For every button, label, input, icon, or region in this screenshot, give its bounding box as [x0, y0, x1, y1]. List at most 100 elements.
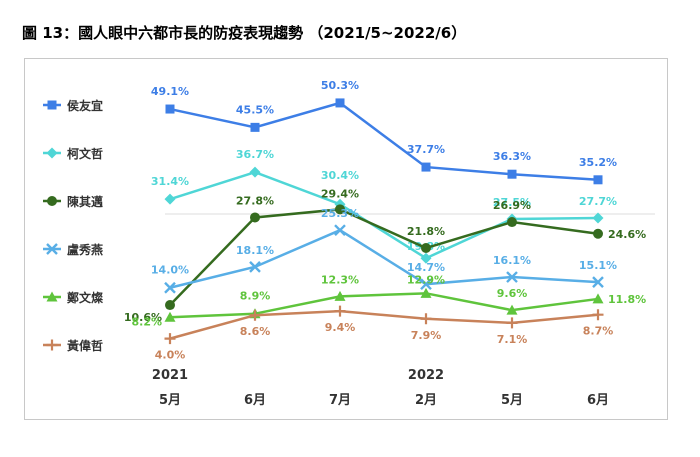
- data-label: 12.3%: [321, 273, 359, 286]
- legend-marker: [47, 100, 57, 110]
- data-point: [420, 278, 432, 291]
- series: 10.6% 27.8% 29.4% 21.8% 26.9% 24.6%: [124, 187, 646, 324]
- data-point: [592, 276, 604, 288]
- data-point: [250, 212, 260, 223]
- data-point: [164, 193, 176, 205]
- data-label: 18.1%: [236, 244, 274, 257]
- data-label: 27.5%: [493, 196, 531, 209]
- legend-item: 盧秀燕: [43, 242, 103, 257]
- data-point: [249, 309, 261, 321]
- x-tick-label: 7月: [329, 393, 351, 408]
- series-line: [169, 208, 599, 306]
- data-point: [334, 305, 346, 317]
- legend-label: 侯友宜: [67, 98, 103, 113]
- data-label: 37.7%: [407, 143, 445, 156]
- data-label: 9.6%: [497, 287, 528, 300]
- data-point: [592, 309, 604, 321]
- series-line: [169, 292, 599, 319]
- data-label: 9.4%: [325, 321, 356, 334]
- data-label: 24.6%: [608, 228, 646, 241]
- year-label: 2021: [152, 368, 188, 383]
- data-point: [249, 166, 261, 178]
- legend-label: 柯文哲: [67, 146, 103, 161]
- data-point: [506, 317, 518, 329]
- data-point: [164, 281, 176, 294]
- series-line: [169, 228, 599, 289]
- data-label: 14.0%: [151, 264, 189, 277]
- data-point: [420, 252, 432, 264]
- data-label: 8.2%: [131, 315, 162, 328]
- legend-label: 盧秀燕: [67, 242, 103, 257]
- data-label: 29.4%: [321, 187, 359, 200]
- data-point: [593, 228, 603, 239]
- data-label: 15.1%: [579, 259, 617, 272]
- data-point: [506, 271, 518, 283]
- data-label: 45.5%: [236, 103, 274, 116]
- legend-marker: [46, 339, 58, 351]
- data-label: 12.9%: [407, 273, 445, 286]
- data-point: [164, 311, 176, 322]
- x-axis: 2021 2022 5月 6月 7月 2月 5月 6月: [152, 368, 609, 408]
- legend-label: 陳其邁: [67, 194, 103, 209]
- series: 14.0% 18.1% 25.3% 14.7% 16.1% 15.1%: [151, 207, 617, 294]
- year-label: 2022: [408, 368, 444, 383]
- legend-marker: [46, 147, 58, 159]
- legend-item: 鄭文燦: [43, 290, 104, 305]
- data-label: 7.1%: [497, 333, 528, 346]
- data-label: 49.1%: [151, 85, 189, 98]
- data-point: [507, 217, 517, 228]
- data-label: 50.3%: [321, 79, 359, 92]
- x-tick-label: 6月: [244, 393, 266, 408]
- data-point: [506, 304, 518, 315]
- series: 4.0% 8.6% 9.4% 7.9% 7.1% 8.7%: [155, 305, 614, 362]
- data-label: 14.7%: [407, 261, 445, 274]
- legend-marker: [46, 291, 58, 302]
- data-label: 31.4%: [151, 175, 189, 188]
- data-point: [420, 287, 432, 298]
- data-point: [334, 290, 346, 301]
- series: 8.2% 8.9% 12.3% 12.9% 9.6% 11.8%: [131, 273, 646, 328]
- legend-label: 黃偉哲: [66, 338, 103, 353]
- data-point: [335, 98, 345, 108]
- data-label: 4.0%: [155, 349, 186, 362]
- series-line: [169, 170, 599, 260]
- data-point: [507, 169, 517, 179]
- series-line: [169, 309, 599, 340]
- legend-label: 鄭文燦: [66, 290, 104, 305]
- data-label: 26.9%: [493, 199, 531, 212]
- data-point: [250, 122, 260, 132]
- data-point: [421, 243, 431, 254]
- series: 31.4%36.7%30.4%19.8%27.5%27.7%: [151, 148, 617, 264]
- legend-item: 陳其邁: [43, 194, 103, 209]
- data-label: 16.1%: [493, 254, 531, 267]
- data-label: 21.8%: [407, 225, 445, 238]
- data-label: 35.2%: [579, 156, 617, 169]
- data-point: [593, 175, 603, 185]
- data-point: [421, 162, 431, 172]
- data-point: [335, 204, 345, 215]
- data-label: 8.9%: [240, 290, 271, 303]
- data-label: 8.7%: [583, 325, 614, 338]
- data-point: [164, 333, 176, 345]
- data-label: 27.7%: [579, 195, 617, 208]
- series-layer: 49.1% 45.5% 50.3% 37.7% 36.3% 35.2% 31.4% 36.7%…: [124, 79, 646, 362]
- x-tick-label: 6月: [587, 393, 609, 408]
- data-label: 25.3%: [321, 207, 359, 220]
- data-point: [592, 293, 604, 304]
- data-point: [165, 300, 175, 311]
- data-point: [249, 261, 261, 273]
- legend-item: 侯友宜: [43, 98, 103, 113]
- data-point: [165, 104, 175, 114]
- data-point: [592, 212, 604, 224]
- data-label: 11.8%: [608, 293, 646, 306]
- legend-item: 柯文哲: [43, 146, 103, 161]
- x-tick-label: 2月: [415, 393, 437, 408]
- data-label: 27.8%: [236, 194, 274, 207]
- data-label: 7.9%: [411, 329, 442, 342]
- data-point: [334, 224, 346, 237]
- chart-frame: 侯友宜柯文哲陳其邁盧秀燕鄭文燦黃偉哲 49.1% 45.5% 50.3% 37.7% 3…: [24, 58, 668, 420]
- legend-marker: [47, 196, 57, 206]
- data-label: 8.6%: [240, 325, 271, 338]
